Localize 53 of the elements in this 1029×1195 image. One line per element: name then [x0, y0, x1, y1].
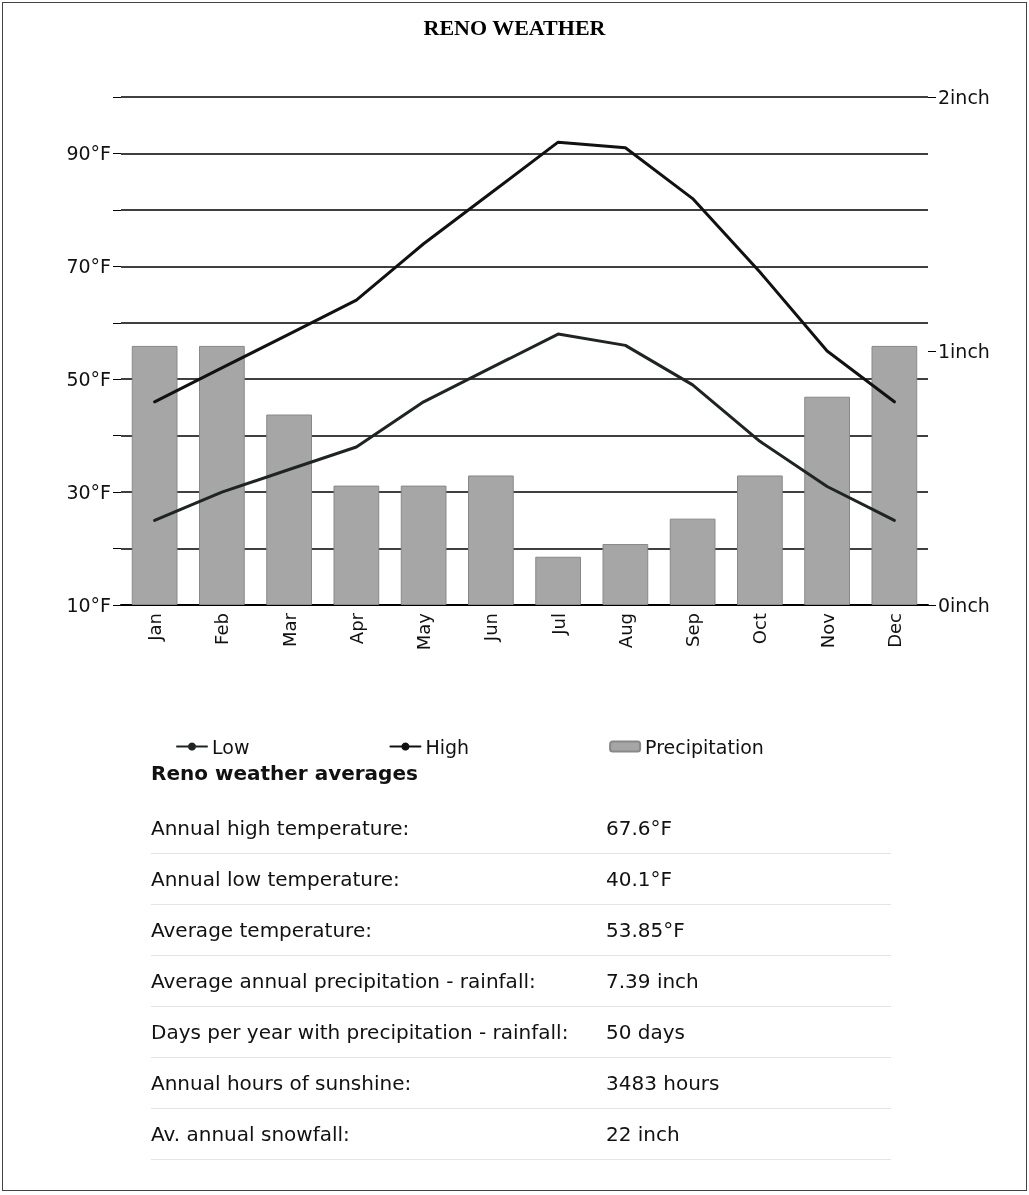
- text: Average annual precipitation - rainfall:: [151, 969, 537, 993]
- x-tick-label: Jan: [144, 613, 166, 642]
- x-tick-label: May: [413, 612, 435, 651]
- bar: [131, 345, 178, 605]
- bar: [266, 414, 312, 605]
- text: 40.1°F: [606, 867, 673, 891]
- line-series: [153, 140, 896, 404]
- x-tick-label: Nov: [816, 612, 838, 649]
- bar: [468, 475, 514, 605]
- legend-label: Precipitation: [645, 735, 764, 758]
- bar: [871, 345, 918, 605]
- text: Av. annual snowfall:: [151, 1122, 351, 1146]
- x-tick-label: Mar: [278, 612, 300, 647]
- text: Annual low temperature:: [151, 867, 401, 891]
- bar: [737, 475, 783, 605]
- text: 22 inch: [606, 1122, 680, 1146]
- bar: [535, 556, 581, 605]
- text: 67.6°F: [606, 816, 673, 840]
- bar: [804, 396, 850, 605]
- text: Days per year with precipitation - rainfall:: [151, 1020, 570, 1044]
- x-tick-label: Jun: [480, 613, 502, 643]
- legend-label: Low: [212, 735, 250, 758]
- bar: [602, 544, 649, 605]
- text: Annual hours of sunshine:: [151, 1071, 413, 1095]
- bar: [669, 518, 716, 605]
- x-tick-label: Apr: [345, 612, 367, 645]
- y2-tick-label: 1inch: [938, 340, 990, 362]
- text: 3483 hours: [606, 1071, 720, 1095]
- bar: [199, 345, 245, 605]
- bar: [400, 485, 447, 605]
- y-tick-label: 30°F: [66, 481, 111, 504]
- y2-tick-label: 0inch: [938, 594, 990, 616]
- text: 50 days: [606, 1020, 686, 1044]
- text: 7.39 inch: [606, 969, 699, 993]
- text: 53.85°F: [606, 918, 685, 942]
- x-tick-label: Aug: [614, 613, 636, 649]
- x-tick-label: Feb: [211, 613, 233, 645]
- x-tick-label: Oct: [749, 613, 771, 645]
- x-tick-label: Jul: [547, 613, 569, 636]
- bar: [333, 485, 380, 605]
- x-tick-label: Dec: [883, 613, 905, 648]
- line-series: [153, 332, 896, 522]
- y-tick-label: 70°F: [66, 255, 111, 278]
- legend-label: High: [425, 735, 470, 758]
- x-tick-label: Sep: [682, 613, 704, 647]
- chart-title: RENO WEATHER: [423, 14, 607, 40]
- text: Average temperature:: [151, 918, 373, 942]
- text: Reno weather averages: [151, 761, 419, 785]
- y2-tick-label: 2inch: [938, 86, 990, 108]
- text: Annual high temperature:: [151, 816, 411, 840]
- y-tick-label: 10°F: [66, 594, 111, 616]
- y-tick-label: 90°F: [66, 142, 111, 165]
- y-tick-label: 50°F: [66, 368, 111, 391]
